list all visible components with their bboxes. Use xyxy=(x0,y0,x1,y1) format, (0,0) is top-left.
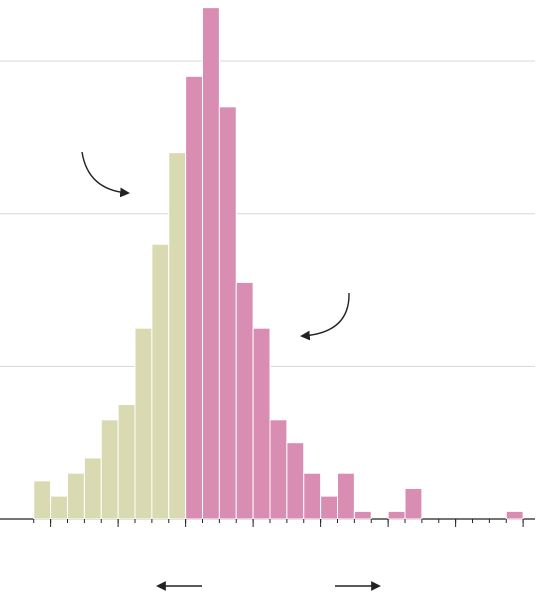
bar xyxy=(151,243,170,520)
bar xyxy=(83,457,102,520)
bar xyxy=(353,510,372,520)
bar xyxy=(404,487,423,520)
bar xyxy=(320,495,338,520)
bar xyxy=(117,404,136,520)
bar xyxy=(33,480,52,520)
bar xyxy=(235,281,254,520)
bar xyxy=(505,510,524,520)
bar xyxy=(100,419,119,520)
bar xyxy=(387,510,406,520)
bar xyxy=(303,472,322,520)
bar xyxy=(185,75,203,520)
bar xyxy=(269,419,288,520)
bar xyxy=(252,327,271,520)
bar xyxy=(50,495,68,520)
bar xyxy=(67,472,85,520)
annotation-arrow xyxy=(300,292,350,341)
bar xyxy=(218,106,237,520)
plot-area xyxy=(0,7,535,527)
bar xyxy=(202,7,220,520)
bar xyxy=(168,152,187,520)
bar xyxy=(134,327,153,520)
annotation-arrow xyxy=(81,151,130,198)
bar xyxy=(337,472,355,520)
bar xyxy=(286,442,305,520)
